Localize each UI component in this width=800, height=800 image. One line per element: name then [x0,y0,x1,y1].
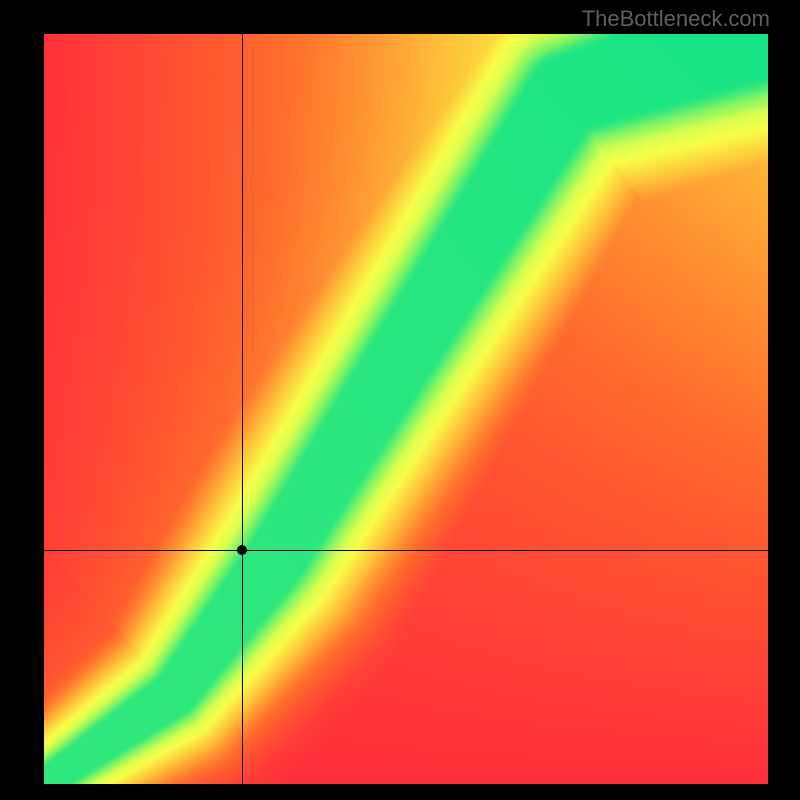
marker-dot [237,545,247,555]
heatmap-canvas [44,34,768,784]
watermark-text: TheBottleneck.com [582,6,770,32]
plot-area [44,34,768,784]
crosshair-horizontal [44,550,768,551]
chart-container: TheBottleneck.com [0,0,800,800]
crosshair-vertical [242,34,243,784]
